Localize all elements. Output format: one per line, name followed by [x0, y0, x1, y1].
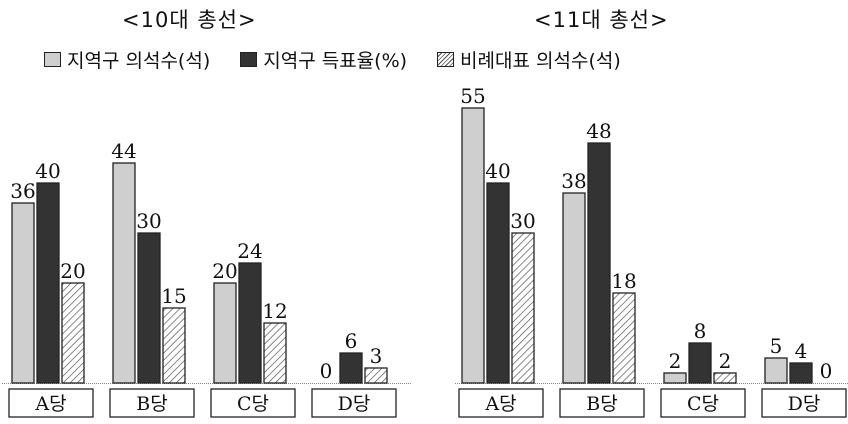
category-box-1-0: [458, 388, 544, 418]
bar-vote-1-2: [688, 342, 712, 384]
bar-prop-0-1: [162, 307, 186, 384]
category-box-1-2: [660, 388, 746, 418]
bar-prop-1-1: [612, 292, 636, 384]
bar-prop-0-3: [364, 367, 388, 384]
data-label-prop-0-3: 3: [370, 344, 383, 368]
legend-label-seats: 지역구 의석수(석): [67, 50, 211, 72]
bar-vote-1-0: [486, 182, 510, 384]
legend-item-seats: 지역구 의석수(석): [44, 46, 210, 73]
bar-vote-0-0: [36, 182, 60, 384]
data-label-seats-1-3: 5: [770, 334, 783, 358]
bar-prop-1-0: [511, 232, 535, 384]
category-label-0-0: A당: [34, 393, 66, 415]
legend-item-vote: 지역구 득표율(%): [240, 46, 407, 73]
category-label-1-1: B당: [586, 393, 617, 415]
category-label-0-2: C당: [237, 393, 269, 415]
data-label-seats-1-1: 38: [561, 169, 586, 193]
data-label-vote-0-0: 40: [35, 159, 60, 183]
bar-seats-1-2: [663, 372, 687, 384]
data-label-vote-0-3: 6: [345, 329, 358, 353]
category-label-0-3: D당: [338, 393, 371, 415]
legend: 지역구 의석수(석) 지역구 득표율(%) 비례대표 의석수(석): [44, 46, 621, 73]
data-label-seats-0-0: 36: [10, 179, 35, 203]
data-label-seats-1-0: 55: [460, 84, 485, 108]
data-label-prop-1-3: 0: [820, 359, 833, 383]
legend-swatch-vote: [240, 52, 258, 67]
category-box-0-0: [8, 388, 94, 418]
data-label-prop-1-1: 18: [611, 269, 636, 293]
data-label-seats-1-2: 2: [669, 349, 682, 373]
bar-prop-0-0: [61, 282, 85, 384]
bar-vote-1-1: [587, 142, 611, 384]
data-label-prop-0-1: 15: [161, 284, 186, 308]
data-label-seats-0-2: 20: [212, 259, 237, 283]
category-box-0-3: [311, 388, 397, 418]
data-label-vote-0-1: 30: [136, 209, 161, 233]
chart-title-10th: <10대 총선>: [122, 8, 257, 32]
data-label-vote-1-3: 4: [795, 339, 808, 363]
bar-prop-1-2: [713, 372, 737, 384]
data-label-prop-1-0: 30: [510, 209, 535, 233]
category-box-1-1: [559, 388, 645, 418]
legend-item-prop: 비례대표 의석수(석): [437, 46, 621, 73]
bar-seats-1-1: [562, 192, 586, 384]
legend-swatch-prop: [437, 52, 455, 67]
legend-label-prop: 비례대표 의석수(석): [460, 50, 621, 72]
bar-seats-1-0: [461, 107, 485, 384]
category-box-0-2: [210, 388, 296, 418]
chart-title-11th: <11대 총선>: [534, 8, 669, 32]
data-label-prop-0-0: 20: [60, 259, 85, 283]
bar-vote-0-3: [339, 352, 363, 384]
data-label-prop-1-2: 2: [719, 349, 732, 373]
data-label-vote-1-2: 8: [694, 319, 707, 343]
category-box-0-1: [109, 388, 195, 418]
legend-swatch-seats: [44, 52, 61, 67]
data-label-vote-1-1: 48: [586, 119, 611, 143]
data-label-seats-0-1: 44: [111, 139, 136, 163]
data-label-vote-0-2: 24: [237, 239, 262, 263]
category-label-0-1: B당: [136, 393, 167, 415]
data-label-seats-0-3: 0: [320, 359, 333, 383]
bar-seats-1-3: [764, 357, 788, 384]
bar-seats-0-0: [11, 202, 35, 384]
data-label-vote-1-0: 40: [485, 159, 510, 183]
bar-vote-1-3: [789, 362, 813, 384]
category-label-1-0: A당: [484, 393, 516, 415]
category-box-1-3: [761, 388, 847, 418]
bar-seats-0-1: [112, 162, 136, 384]
data-label-prop-0-2: 12: [262, 299, 287, 323]
bar-vote-0-1: [137, 232, 161, 384]
bar-prop-0-2: [263, 322, 287, 384]
category-label-1-3: D당: [788, 393, 821, 415]
legend-label-vote: 지역구 득표율(%): [263, 50, 408, 72]
category-label-1-2: C당: [687, 393, 719, 415]
bar-seats-0-2: [213, 282, 237, 384]
bar-vote-0-2: [238, 262, 262, 384]
